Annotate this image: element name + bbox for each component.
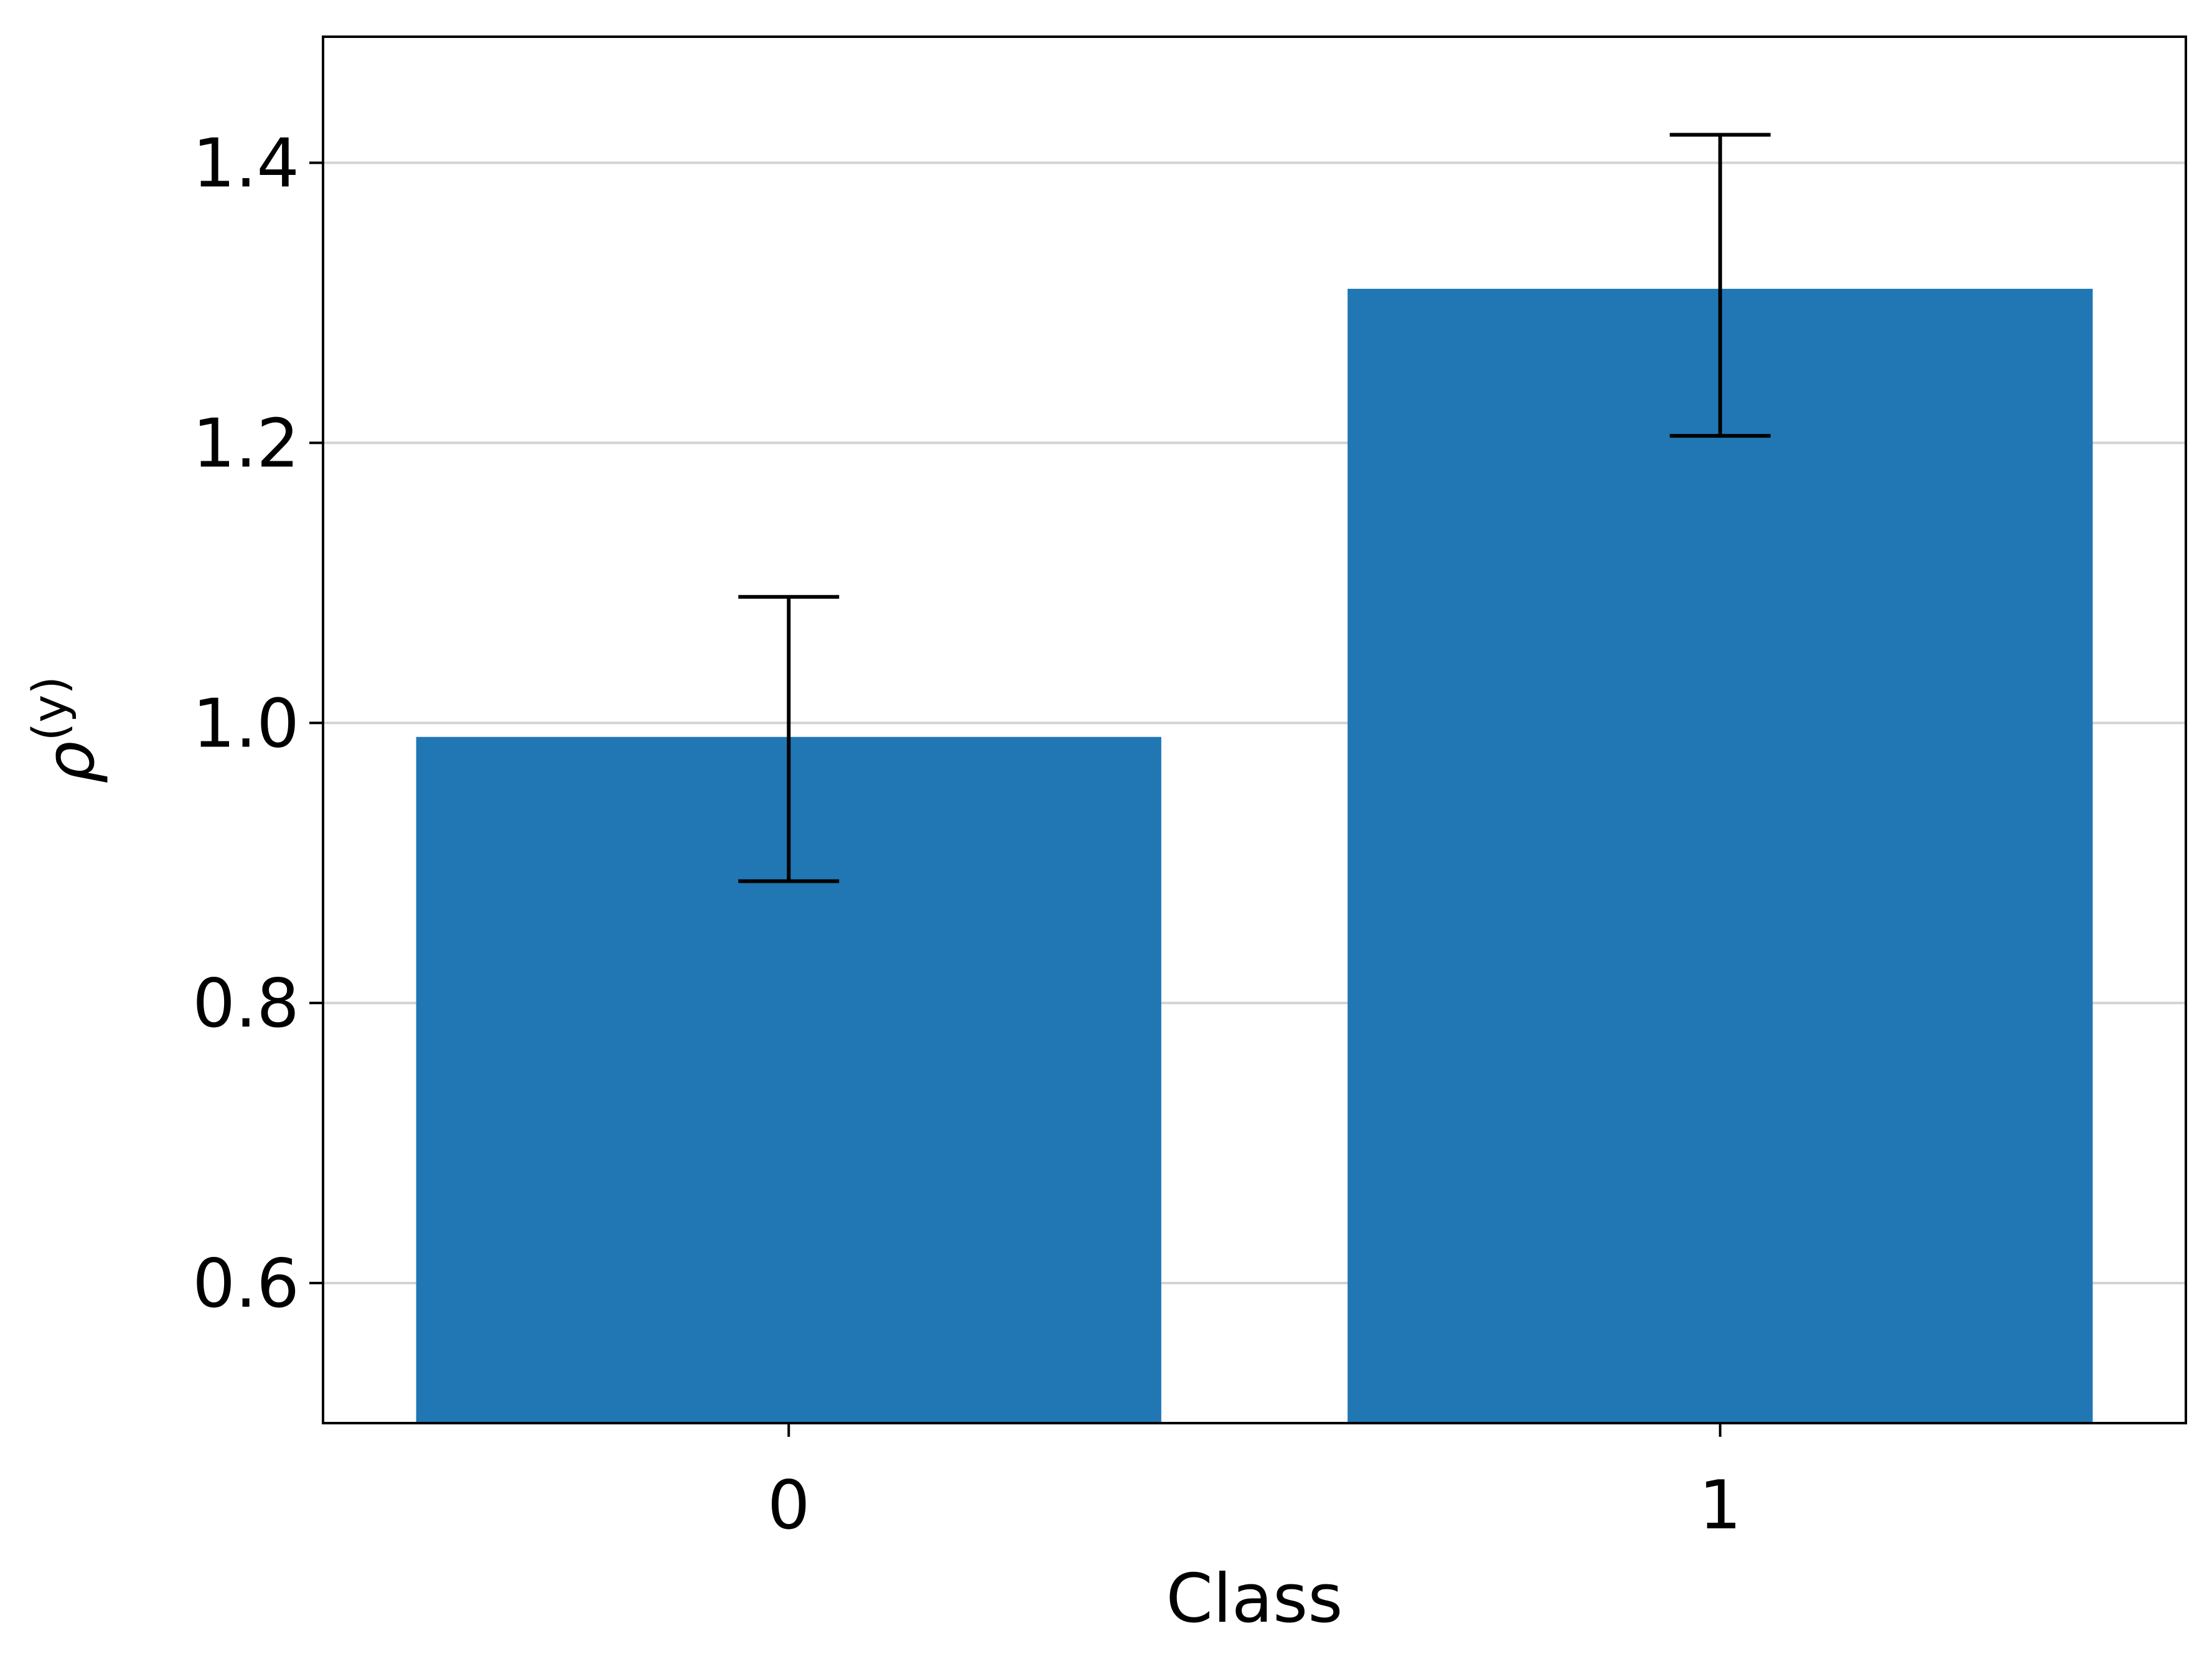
y-axis-label: ρ(y) bbox=[22, 676, 110, 784]
x-tick-label: 0 bbox=[767, 1467, 810, 1545]
error-bar-class-0 bbox=[738, 595, 840, 883]
y-axis-label-superscript: (y) bbox=[22, 676, 77, 741]
bars bbox=[416, 288, 2093, 1424]
x-tick-label: 1 bbox=[1699, 1467, 1741, 1545]
bar-class-1 bbox=[1347, 288, 2093, 1424]
y-tick-label: 1.2 bbox=[192, 405, 299, 482]
y-tick-label: 1.0 bbox=[192, 685, 299, 763]
plot-area-frame bbox=[322, 35, 2187, 1424]
y-tick-label: 0.6 bbox=[192, 1245, 299, 1323]
y-tick-label: 0.8 bbox=[192, 965, 299, 1043]
error-bar-class-1 bbox=[1669, 133, 1771, 438]
x-axis-label: Class bbox=[1166, 1560, 1343, 1638]
y-axis-label-base: ρ bbox=[32, 741, 110, 784]
error-bars bbox=[738, 133, 1771, 883]
y-axis-ticks: 0.6 0.8 1.0 1.2 1.4 bbox=[192, 125, 323, 1323]
y-tick-label: 1.4 bbox=[192, 125, 299, 202]
